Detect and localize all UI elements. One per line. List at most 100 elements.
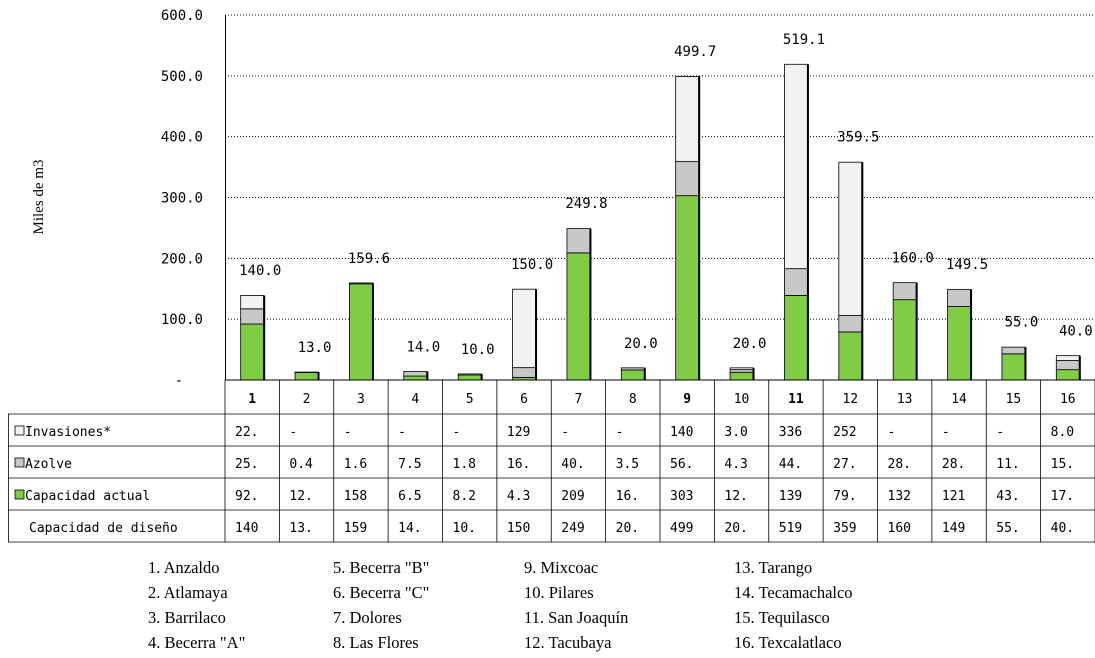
table-cell: 0.4 (289, 457, 313, 472)
table-cell: 14. (398, 521, 421, 536)
table-cell: 13. (289, 521, 312, 536)
category-label: 5 (466, 392, 474, 407)
reservoir-name: 14. Tecamachalco (734, 583, 853, 602)
bar-segment (892, 299, 917, 381)
total-label: 359.5 (837, 129, 879, 145)
bar-segment (457, 373, 482, 376)
table-cell: 8.2 (453, 489, 476, 504)
table-cell: 150 (507, 521, 530, 536)
category-label: 4 (411, 392, 419, 407)
table-cell: 28. (888, 457, 911, 472)
table-cell: 336 (779, 425, 802, 440)
reservoir-name: 8. Las Flores (333, 633, 419, 652)
bar-segment (403, 375, 428, 381)
y-tick-label: 600.0 (161, 8, 203, 24)
total-label: 13.0 (298, 340, 332, 356)
table-cell: 209 (561, 489, 584, 504)
table-cell: 44. (779, 457, 802, 472)
total-label: 499.7 (674, 44, 716, 60)
category-label: 16 (1060, 392, 1076, 407)
table-cell: 499 (670, 521, 693, 536)
category-label: 14 (951, 392, 967, 407)
category-label: 12 (842, 392, 858, 407)
bar-segment (566, 228, 591, 254)
bar-segment (240, 295, 265, 310)
total-label: 10.0 (461, 342, 495, 358)
table-cell: - (289, 425, 297, 440)
table-cell: - (996, 425, 1004, 440)
legend-swatch (14, 457, 25, 468)
reservoir-name: 15. Tequilasco (734, 608, 830, 627)
bar-segment (512, 288, 536, 369)
table-cell: 16. (616, 489, 639, 504)
bar-segment (892, 282, 917, 301)
table-cell: 25. (235, 457, 258, 472)
reservoir-name: 16. Texcalatlaco (734, 633, 842, 652)
table-cell: - (344, 425, 352, 440)
table-cell: - (561, 425, 569, 440)
table-cell: 55. (996, 521, 1019, 536)
total-label: 20.0 (624, 336, 658, 352)
table-cell: 11. (996, 457, 1019, 472)
y-tick-label: 500.0 (161, 69, 203, 85)
reservoir-name: 11. San Joaquín (524, 608, 629, 627)
table-cell: 56. (670, 457, 693, 472)
total-label: 20.0 (733, 336, 767, 352)
table-cell: 79. (833, 489, 856, 504)
table-cell: 3.0 (724, 425, 747, 440)
total-label: 55.0 (1005, 315, 1039, 331)
bar-segment (1055, 355, 1080, 361)
bar-segment (1055, 360, 1080, 371)
table-cell: 27. (833, 457, 856, 472)
reservoir-name: 5. Becerra "B" (333, 558, 430, 577)
table-cell: 132 (888, 489, 911, 504)
bar-segment (784, 295, 808, 381)
table-cell: - (453, 425, 461, 440)
category-label: 2 (303, 392, 311, 407)
bar-segment (675, 76, 700, 163)
table-cell: 16. (507, 457, 530, 472)
reservoir-name: 3. Barrilaco (148, 608, 226, 627)
bar-segment (838, 331, 863, 381)
table-cell: - (942, 425, 950, 440)
total-label: 249.8 (565, 196, 607, 212)
table-cell: 129 (507, 425, 530, 440)
table-cell: 359 (833, 521, 856, 536)
table-cell: 43. (996, 489, 1019, 504)
bar-segment (403, 371, 428, 377)
table-cell: 303 (670, 489, 693, 504)
reservoir-name: 4. Becerra "A" (148, 633, 246, 652)
bar-segment (240, 323, 265, 381)
reservoir-name: 1. Anzaldo (148, 558, 220, 577)
category-label: 8 (629, 392, 637, 407)
table-cell: 160 (888, 521, 911, 536)
bar-segment (620, 367, 645, 371)
reservoir-name-list: 1. Anzaldo 2. Atlamaya 3. Barrilaco 4. Bece… (148, 555, 1048, 655)
table-cell: 20. (724, 521, 747, 536)
name-column: 1. Anzaldo 2. Atlamaya 3. Barrilaco 4. Bece… (148, 555, 358, 655)
table-cell: 40. (1051, 521, 1074, 536)
table-cell: - (888, 425, 896, 440)
bar-segment (1055, 369, 1080, 381)
bar-segment (620, 369, 645, 381)
bar-segment (566, 252, 591, 381)
table-cell: 8.0 (1051, 425, 1074, 440)
category-label: 11 (788, 392, 804, 407)
bar-segment (675, 161, 700, 197)
reservoir-name: 2. Atlamaya (148, 583, 228, 602)
y-axis-label: Miles de m3 (31, 160, 47, 235)
bar-segment (838, 161, 863, 316)
table-cell: 4.3 (724, 457, 747, 472)
table-cell: 12. (724, 489, 747, 504)
reservoir-name: 12. Tacubaya (524, 633, 612, 652)
category-label: 10 (734, 392, 750, 407)
category-label: 13 (897, 392, 913, 407)
total-label: 40.0 (1059, 324, 1093, 340)
bar-segment (729, 371, 754, 381)
bar-segment (947, 305, 971, 381)
bar-segment (838, 315, 863, 333)
table-row-label: Capacidad de diseño (29, 521, 178, 536)
y-tick-label: 300.0 (161, 191, 203, 207)
reservoir-name: 6. Becerra "C" (333, 583, 430, 602)
name-column: 5. Becerra "B" 6. Becerra "C" 7. Dolores 8.… (333, 555, 543, 655)
